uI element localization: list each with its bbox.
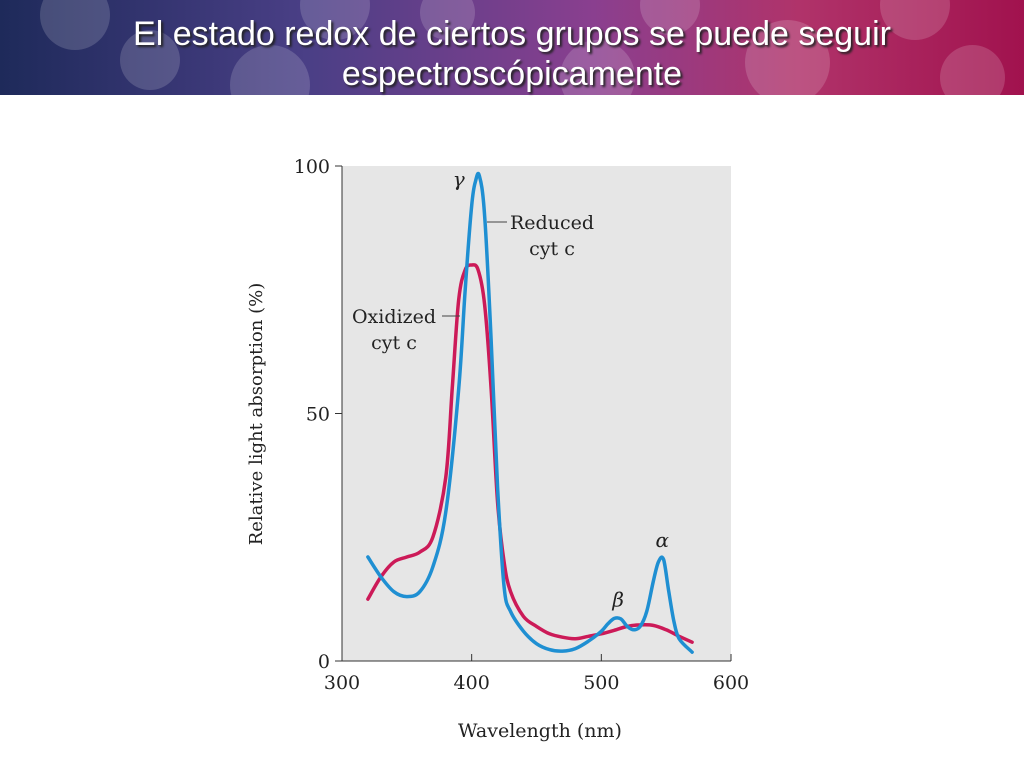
annotation-layer: γ β α bbox=[453, 167, 670, 612]
y-tick-label-100: 100 bbox=[294, 156, 330, 178]
peak-gamma-label: γ bbox=[453, 167, 465, 191]
legend-reduced-line1: Reduced bbox=[510, 212, 594, 234]
x-tick-label-600: 600 bbox=[713, 672, 749, 694]
legend-oxidized-line2: cyt c bbox=[371, 332, 417, 354]
legend-oxidized: Oxidized cyt c bbox=[352, 306, 460, 354]
series-line-reduced-cyt-c bbox=[366, 171, 694, 654]
x-tick-label-500: 500 bbox=[583, 672, 619, 694]
legend-reduced-line2: cyt c bbox=[529, 238, 575, 260]
y-tick-label-50: 50 bbox=[306, 404, 330, 426]
peak-beta-label: β bbox=[611, 588, 624, 612]
series-layer bbox=[366, 171, 694, 654]
slide-title-line2: espectroscópicamente bbox=[341, 55, 683, 93]
peak-alpha-label: α bbox=[656, 528, 670, 552]
x-axis-label: Wavelength (nm) bbox=[458, 720, 622, 742]
title-banner bbox=[0, 0, 1024, 95]
legend-oxidized-line1: Oxidized bbox=[352, 306, 436, 328]
x-tick-label-400: 400 bbox=[454, 672, 490, 694]
legend-reduced: Reduced cyt c bbox=[487, 212, 594, 260]
y-tick-label-0: 0 bbox=[318, 651, 330, 673]
tick-layer: 300 400 500 600 0 50 100 bbox=[294, 156, 749, 694]
slide-title: El estado redox de ciertos grupos se pue… bbox=[0, 14, 1024, 94]
x-tick-label-300: 300 bbox=[324, 672, 360, 694]
slide-title-line1: El estado redox de ciertos grupos se pue… bbox=[133, 15, 891, 53]
y-axis-label: Relative light absorption (%) bbox=[246, 283, 267, 546]
